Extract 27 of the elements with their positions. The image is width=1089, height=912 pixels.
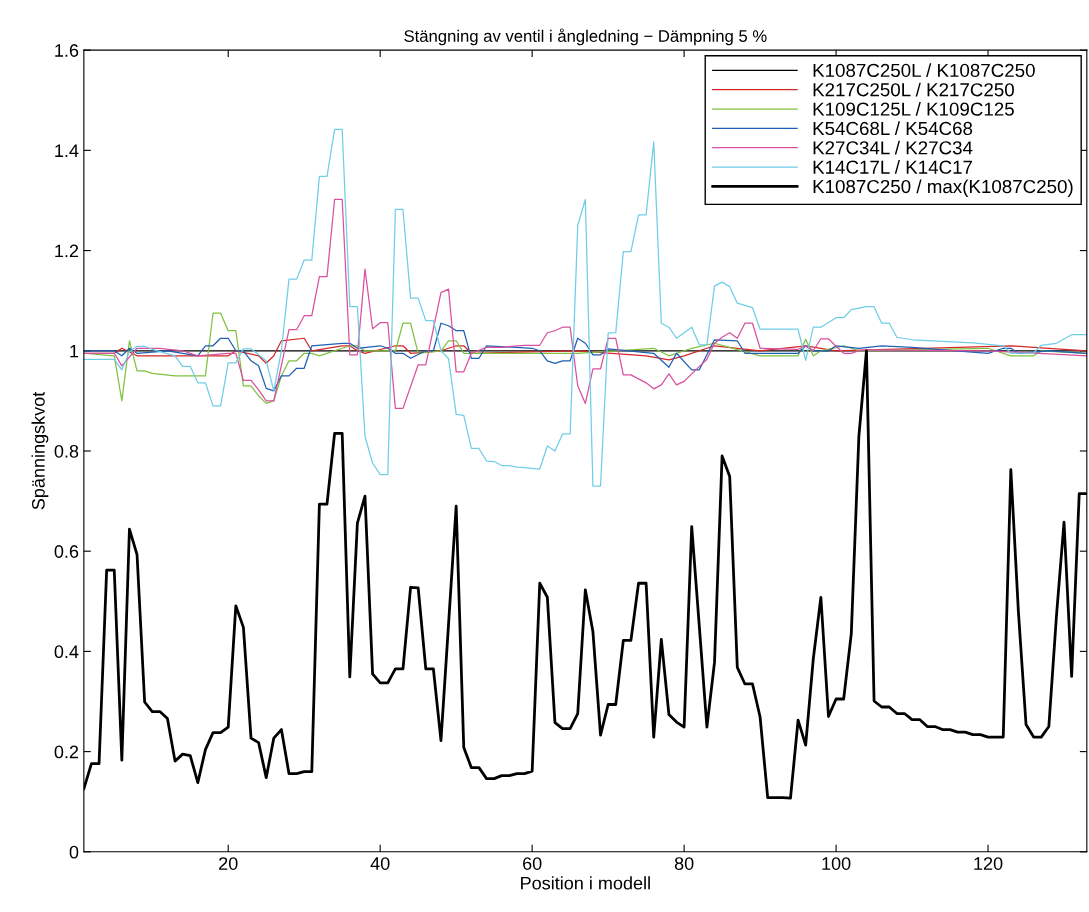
y-tick-label: 1.2 <box>55 244 79 258</box>
x-tick-label: 120 <box>974 857 1003 870</box>
y-tick-label: 0 <box>69 845 79 859</box>
y-tick-label: 0.2 <box>54 745 79 759</box>
chart-title: Stängning av ventil i ångledning − Dämpning 5 % <box>404 28 767 46</box>
legend-label: K14C17L / K14C17 <box>813 160 973 174</box>
x-tick-label: 60 <box>523 857 542 870</box>
x-tick-label: 20 <box>219 857 238 870</box>
legend-label: K217C250L / K217C250 <box>813 82 1014 97</box>
x-axis-title: Position i modell <box>521 876 650 890</box>
line-series <box>83 322 1087 392</box>
y-tick-label: 0.4 <box>54 645 79 659</box>
x-tick-label: 40 <box>370 857 390 870</box>
y-tick-label: 0.8 <box>54 444 79 458</box>
y-axis-title: Spänningskvot <box>31 391 49 510</box>
legend-label: K54C68L / K54C68 <box>813 121 973 136</box>
y-tick-label: 1 <box>70 344 79 358</box>
y-tick-label: 0.6 <box>54 545 79 558</box>
legend-label: K1087C250L / K1087C250 <box>813 63 1035 78</box>
x-tick-label: 100 <box>822 857 851 870</box>
x-tick-label: 80 <box>674 857 694 870</box>
y-tick-label: 1.6 <box>55 44 79 57</box>
legend-label: K109C125L / K109C125 <box>813 101 1014 116</box>
legend-label: K1087C250 / max(K1087C250) <box>813 179 1073 197</box>
line-series <box>83 198 1087 410</box>
legend-label: K27C34L / K27C34 <box>813 140 973 155</box>
y-tick-label: 1.4 <box>55 144 79 157</box>
